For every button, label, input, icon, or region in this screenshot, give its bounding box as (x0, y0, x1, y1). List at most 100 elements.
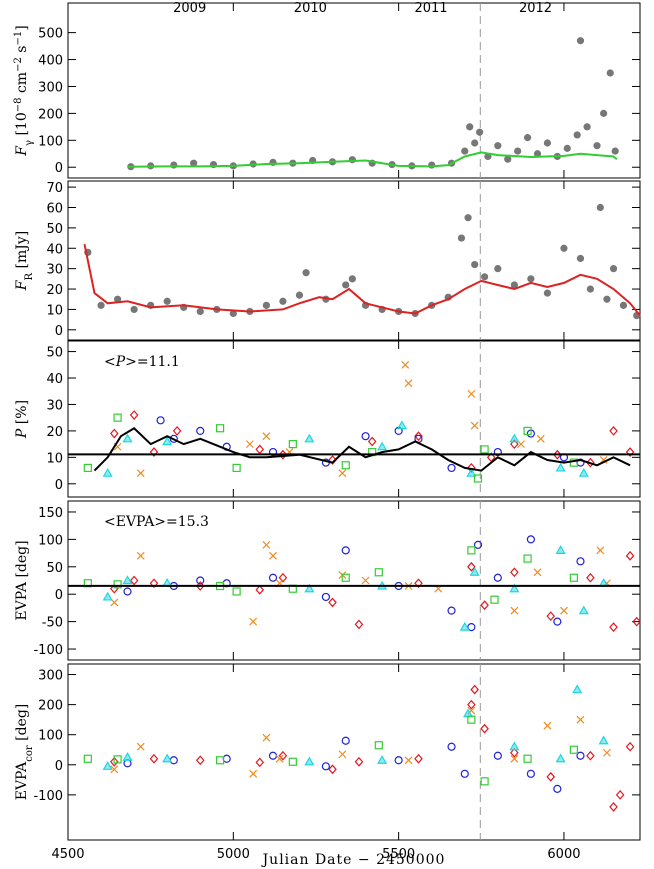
data-point (576, 715, 585, 724)
data-point (304, 756, 315, 766)
data-point (348, 275, 356, 283)
data-point (509, 433, 520, 443)
data-layer (83, 535, 641, 633)
y-tick-label: 20 (46, 425, 63, 440)
data-point (255, 444, 265, 455)
text-part: −8 (13, 98, 24, 113)
y-tick-label: 10 (46, 451, 63, 466)
y-axis-label: FR [mJy] (14, 231, 35, 291)
data-point (523, 754, 532, 763)
data-point (546, 771, 556, 782)
y-tick-label: 10 (46, 303, 63, 318)
y-axis-label: Fγ [10−8 cm−2 s−1] (13, 25, 35, 156)
data-point (195, 581, 205, 591)
x-tick-label: 6000 (547, 847, 580, 862)
data-point (149, 578, 159, 589)
data-point (543, 139, 552, 147)
data-point (543, 289, 552, 297)
data-point (555, 753, 566, 763)
data-point (302, 269, 310, 277)
text-part: −1 (13, 31, 24, 46)
data-point (576, 254, 585, 263)
data-point (600, 109, 608, 117)
y-tick-label: 300 (38, 80, 63, 95)
data-point (480, 723, 489, 734)
data-point (586, 750, 595, 761)
data-point (586, 457, 595, 468)
data-point (321, 592, 330, 602)
top-tick-label: 2009 (173, 1, 206, 16)
y-tick-label: 0 (55, 478, 63, 493)
data-point (466, 467, 477, 477)
data-layer (83, 203, 641, 320)
data-point (190, 159, 198, 167)
text-part: F (14, 145, 30, 157)
y-tick-label: 200 (38, 107, 63, 122)
y-tick-label: 100 (38, 729, 63, 744)
data-point (232, 587, 241, 596)
data-point (470, 684, 479, 695)
data-point (196, 307, 204, 316)
data-point (457, 234, 466, 242)
data-point (269, 551, 277, 560)
data-point (361, 432, 370, 441)
data-layer (127, 37, 619, 171)
data-point (122, 752, 133, 761)
data-point (304, 433, 315, 443)
text-part: <EVPA>=15.3 (104, 514, 209, 530)
data-point (461, 147, 469, 155)
data-point (447, 606, 456, 615)
data-point (102, 591, 113, 601)
data-point (367, 436, 377, 447)
data-point (414, 578, 423, 589)
data-point (510, 281, 518, 289)
panel-frame (67, 663, 641, 841)
data-point (569, 745, 578, 754)
data-point (598, 735, 609, 745)
data-point (414, 431, 423, 442)
data-point (113, 413, 122, 422)
data-point (619, 301, 628, 309)
data-point (328, 597, 337, 608)
text-part: P (14, 428, 30, 439)
data-point (129, 575, 139, 586)
data-point (102, 467, 113, 477)
data-point (136, 469, 145, 478)
data-point (563, 144, 571, 152)
data-point (514, 147, 522, 155)
data-point (278, 572, 288, 583)
y-tick-label: 50 (46, 561, 63, 576)
data-point (553, 617, 562, 626)
data-point (169, 756, 178, 765)
data-point (573, 131, 581, 139)
data-point (328, 764, 337, 775)
data-point (97, 301, 105, 309)
data-point (509, 741, 520, 751)
data-point (553, 784, 562, 793)
data-point (130, 305, 138, 314)
data-point (136, 742, 145, 751)
y-tick-label: 60 (46, 202, 63, 217)
data-point (232, 463, 241, 473)
data-point (401, 360, 410, 369)
data-point (480, 777, 489, 786)
data-point (473, 474, 483, 483)
data-point (275, 754, 284, 763)
text-part: [deg] (14, 704, 30, 746)
data-point (543, 721, 552, 730)
data-point (268, 573, 278, 582)
data-point (493, 447, 502, 457)
data-point (603, 748, 611, 757)
data-point (136, 551, 145, 560)
x-axis-label: Julian Date − 2450000 (261, 852, 446, 868)
data-point (460, 769, 469, 778)
y-tick-label: 500 (38, 27, 63, 42)
data-point (262, 432, 271, 441)
data-point (471, 139, 479, 147)
data-point (494, 265, 502, 273)
y-tick-label: -50 (42, 616, 63, 631)
data-point (394, 756, 403, 765)
smooth-curve (93, 427, 631, 472)
data-point (245, 440, 254, 449)
data-point (113, 755, 122, 764)
